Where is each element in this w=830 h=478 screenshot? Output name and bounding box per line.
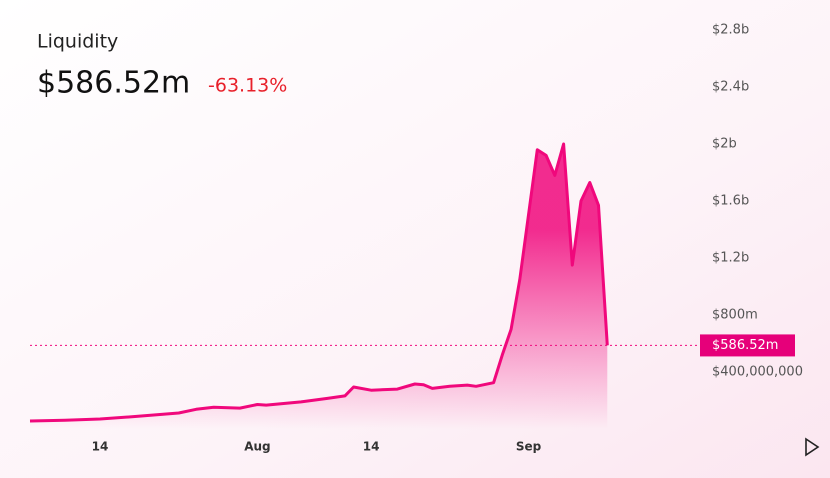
y-tick-label: $800m <box>712 308 758 323</box>
line <box>29 142 609 423</box>
change: -63.13% <box>208 75 287 97</box>
y-tick-label: $400,000,000 <box>712 365 803 380</box>
y-tick-label: $1.2b <box>712 251 749 266</box>
x-tick-label: Sep <box>516 440 542 454</box>
x-tick-label: 14 <box>363 440 380 454</box>
area-fill <box>30 144 608 429</box>
x-tick-label: Aug <box>244 440 270 454</box>
x-tick-label: 14 <box>92 440 109 454</box>
current-value-badge <box>700 334 795 357</box>
y-tick-label: $2b <box>712 137 737 152</box>
y-tick-label: $2.8b <box>712 23 749 38</box>
y-tick-label: $2.4b <box>712 80 749 95</box>
current-value-label: $586.52m <box>712 338 778 353</box>
play-button[interactable] <box>805 437 820 457</box>
y-tick-label: $1.6b <box>712 194 749 209</box>
chart-title: Liquidity <box>37 31 118 53</box>
current-value: $586.52m <box>37 66 190 101</box>
